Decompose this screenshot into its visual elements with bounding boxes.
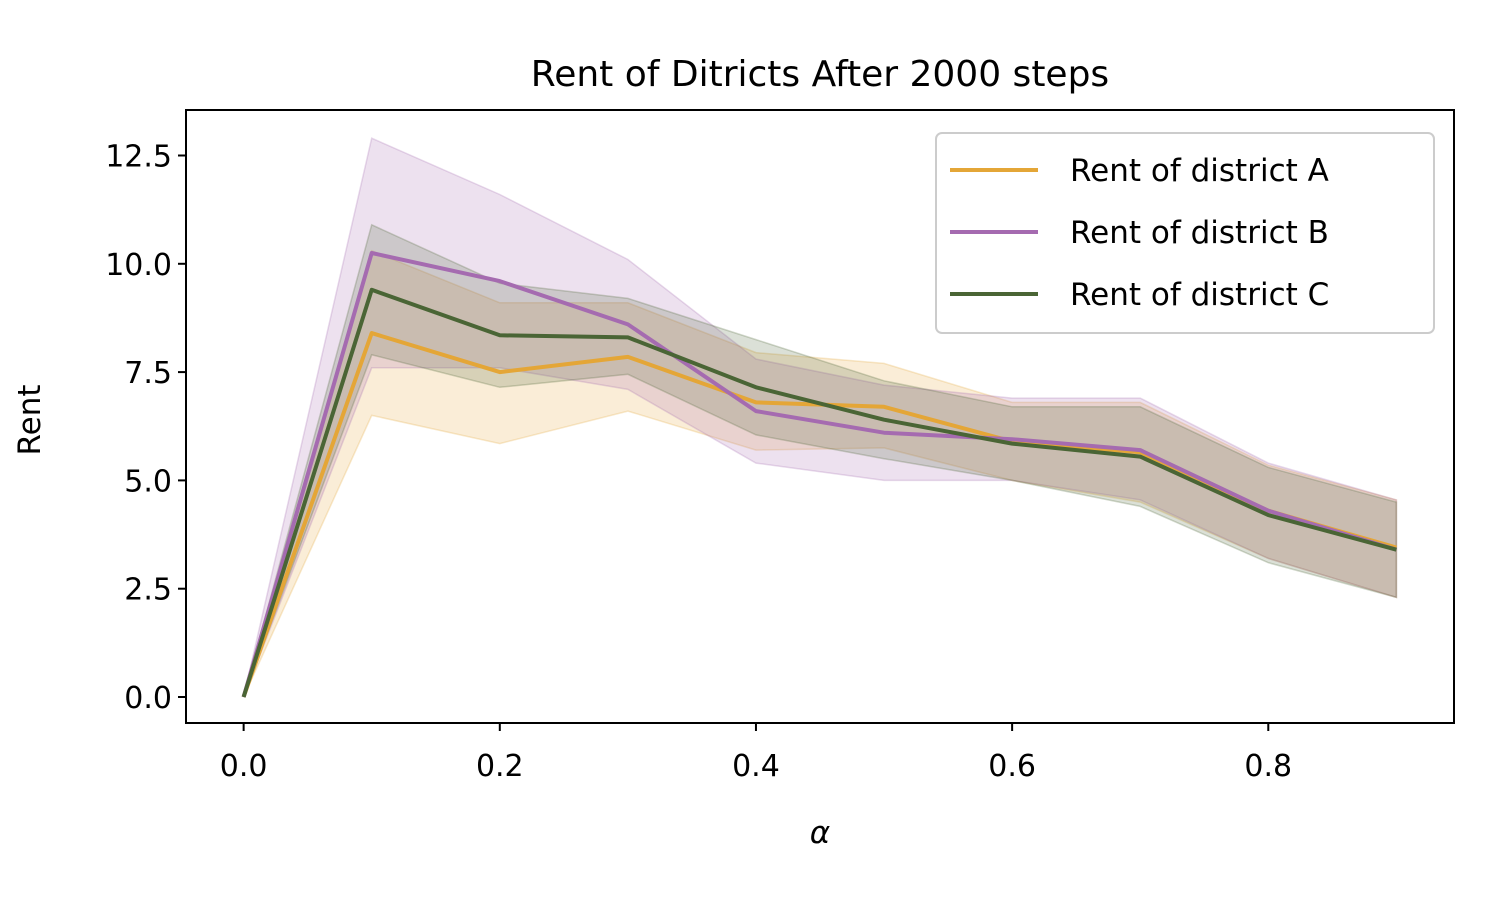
y-axis-label: Rent xyxy=(12,384,48,455)
legend-label-2: Rent of district C xyxy=(1070,277,1329,313)
y-tick-label: 5.0 xyxy=(124,464,172,499)
y-tick-label: 0.0 xyxy=(124,681,172,716)
legend-label-0: Rent of district A xyxy=(1070,153,1329,189)
y-axis: 0.0 2.5 5.0 7.5 10.0 12.5 xyxy=(105,139,186,716)
legend: Rent of district A Rent of district B Rent… xyxy=(935,132,1435,334)
y-tick-label: 10.0 xyxy=(105,248,172,283)
x-tick-label: 0.6 xyxy=(988,749,1036,784)
x-tick-label: 0.8 xyxy=(1244,749,1292,784)
y-tick-label: 12.5 xyxy=(105,139,172,174)
x-tick-label: 0.0 xyxy=(220,749,268,784)
series-lines xyxy=(241,251,1397,698)
line-series-2 xyxy=(241,287,1397,698)
y-tick-label: 7.5 xyxy=(124,356,172,391)
legend-box xyxy=(935,132,1435,334)
y-tick-label: 2.5 xyxy=(124,573,172,608)
x-tick-label: 0.2 xyxy=(476,749,524,784)
plot-frame xyxy=(185,109,1455,724)
chart-title: Rent of Ditricts After 2000 steps xyxy=(531,54,1109,95)
x-tick-label: 0.4 xyxy=(732,749,780,784)
x-axis: 0.0 0.2 0.4 0.6 0.8 xyxy=(220,723,1292,784)
legend-label-1: Rent of district B xyxy=(1070,215,1329,251)
x-axis-label: α xyxy=(810,815,830,851)
line-series-1 xyxy=(241,251,1397,698)
